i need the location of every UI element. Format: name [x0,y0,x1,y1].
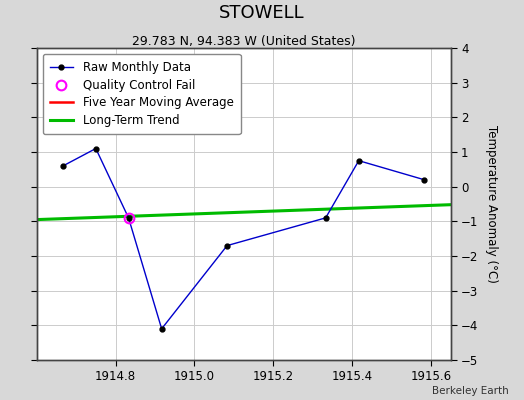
Text: Berkeley Earth: Berkeley Earth [432,386,508,396]
Text: STOWELL: STOWELL [219,4,305,22]
Y-axis label: Temperature Anomaly (°C): Temperature Anomaly (°C) [485,125,498,283]
Legend: Raw Monthly Data, Quality Control Fail, Five Year Moving Average, Long-Term Tren: Raw Monthly Data, Quality Control Fail, … [42,54,241,134]
Title: 29.783 N, 94.383 W (United States): 29.783 N, 94.383 W (United States) [132,35,355,48]
